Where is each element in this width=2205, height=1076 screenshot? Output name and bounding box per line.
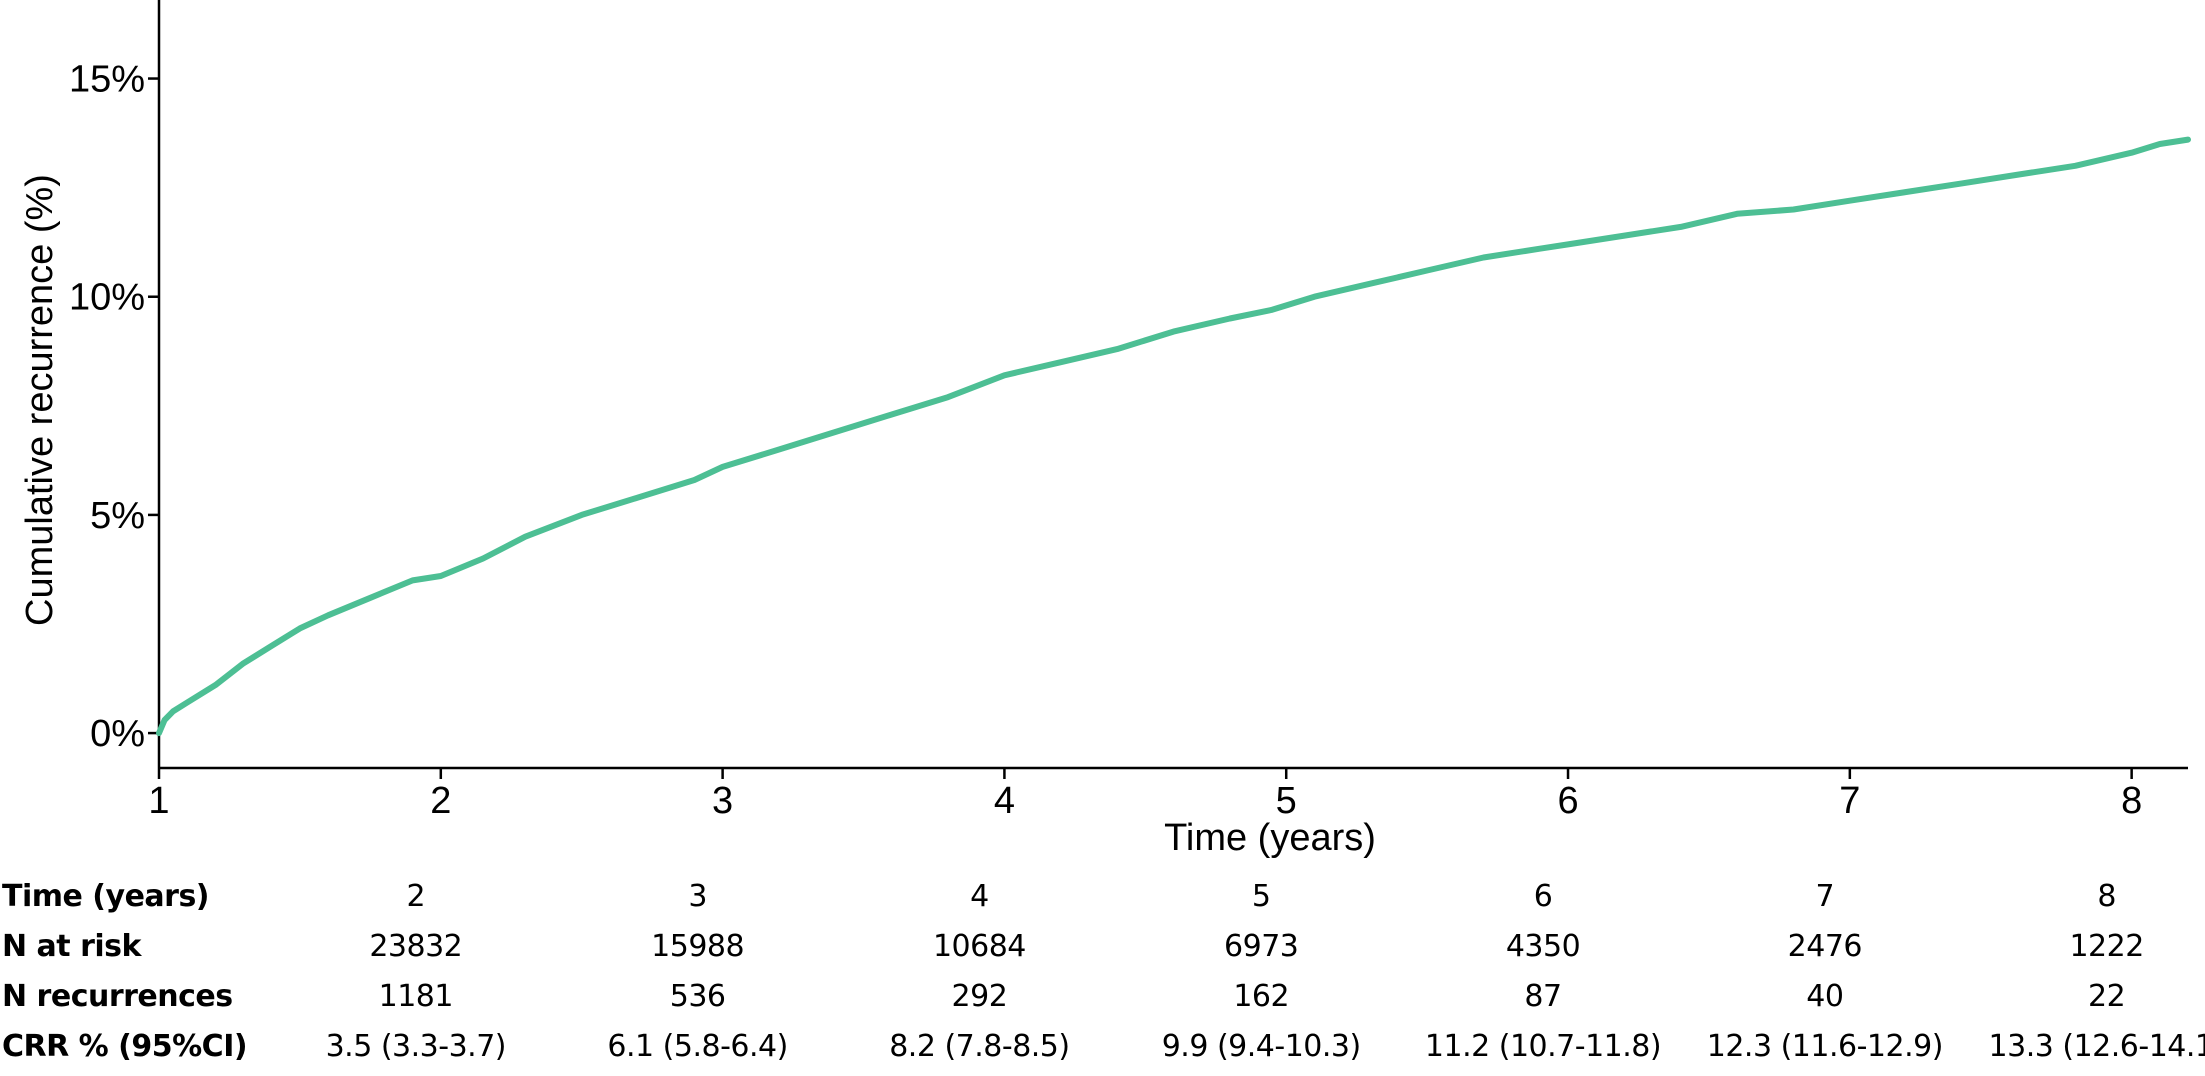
x-tick-label: 4 <box>994 780 1015 822</box>
x-tick-label: 2 <box>430 780 451 822</box>
risk-table-row: CRR % (95%CI) 3.5 (3.3-3.7) 6.1 (5.8-6.4) 8… <box>0 1022 2205 1072</box>
risk-table-row-label: Time (years) <box>2 879 210 914</box>
y-tick-label: 5% <box>90 495 145 537</box>
recurrence-curve <box>156 136 2191 737</box>
x-tick-label: 1 <box>148 780 169 822</box>
risk-table-cell: 6 <box>1533 879 1553 914</box>
risk-table-cell: 6973 <box>1224 929 1299 964</box>
axes: 1 2 3 4 5 6 7 8 0% 5% 10% 15% <box>69 0 2188 822</box>
series-layer <box>156 136 2191 737</box>
risk-table-row-label: N at risk <box>2 929 141 964</box>
cumulative-recurrence-chart: 1 2 3 4 5 6 7 8 0% 5% 10% 15% Time (years) Cumulati… <box>19 0 2191 859</box>
risk-table-cell: 8 <box>2097 879 2116 914</box>
risk-table: Time (years) 2 3 4 5 6 7 8 N at risk 23832 15988 10… <box>0 872 2205 1072</box>
risk-table-cell: 1222 <box>2069 929 2144 964</box>
risk-table-row: N at risk 23832 15988 10684 6973 4350 2476 1222 <box>0 922 2205 972</box>
x-tick-label: 5 <box>1276 780 1297 822</box>
risk-table-cell: 4 <box>970 879 989 914</box>
risk-table-cell: 162 <box>1233 979 1290 1014</box>
risk-table-cell: 292 <box>951 979 1008 1014</box>
risk-table-cell: 13.3 (12.6-14.1) <box>1988 1029 2205 1064</box>
y-tick-label: 15% <box>69 59 145 101</box>
risk-table-cell: 2476 <box>1787 929 1863 964</box>
risk-table-cell: 4350 <box>1505 929 1581 964</box>
x-tick-label: 6 <box>1557 780 1578 822</box>
risk-table-cell: 7 <box>1815 879 1835 914</box>
risk-table-cell: 6.1 (5.8-6.4) <box>607 1029 788 1064</box>
risk-table-cell: 12.3 (11.6-12.9) <box>1706 1029 1944 1064</box>
risk-table-cell: 8.2 (7.8-8.5) <box>889 1029 1070 1064</box>
risk-table-cell: 23832 <box>369 929 463 964</box>
risk-table-row: N recurrences 1181 536 292 162 87 40 22 <box>0 972 2205 1022</box>
risk-table-cell: 22 <box>2088 979 2126 1014</box>
x-tick-label: 8 <box>2121 780 2142 822</box>
risk-table-cell: 5 <box>1251 879 1271 914</box>
risk-table-cell: 536 <box>669 979 726 1014</box>
risk-table-row-label: N recurrences <box>2 979 233 1014</box>
risk-table-cell: 15988 <box>651 929 745 964</box>
risk-table-cell: 40 <box>1806 979 1844 1014</box>
risk-table-cell: 9.9 (9.4-10.3) <box>1161 1029 1362 1064</box>
risk-table-cell: 3 <box>688 879 707 914</box>
risk-table-cell: 2 <box>406 879 426 914</box>
y-tick-label: 0% <box>90 713 145 755</box>
risk-table-cell: 87 <box>1524 979 1562 1014</box>
risk-table-row-label: CRR % (95%CI) <box>2 1029 248 1064</box>
risk-table-cell: 11.2 (10.7-11.8) <box>1424 1029 1662 1064</box>
risk-table-cell: 1181 <box>378 979 454 1014</box>
y-tick-label: 10% <box>69 277 145 319</box>
risk-table-row: Time (years) 2 3 4 5 6 7 8 <box>0 872 2205 922</box>
risk-table-cell: 10684 <box>932 929 1026 964</box>
x-axis-label: Time (years) <box>1164 817 1376 859</box>
y-axis-label: Cumulative recurrence (%) <box>19 174 61 626</box>
x-tick-label: 7 <box>1839 780 1860 822</box>
x-tick-label: 3 <box>712 780 733 822</box>
risk-table-cell: 3.5 (3.3-3.7) <box>325 1029 507 1064</box>
